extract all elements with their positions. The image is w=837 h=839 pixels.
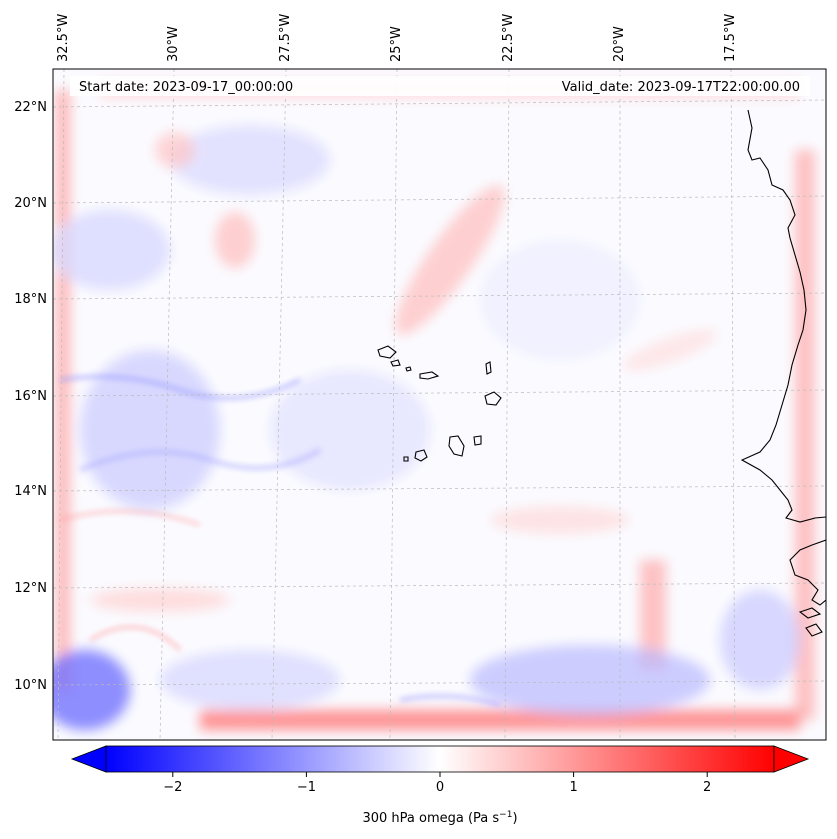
lat-label-12n: 12°N [14, 581, 47, 596]
island-sao-nicolau [419, 371, 440, 380]
start-date-label: Start date: 2023-09-17_00:00:00 [79, 80, 293, 95]
colorbar-tick-label: 1 [569, 780, 577, 795]
valid-date-label: Valid_date: 2023-09-17T22:00:00.00 [562, 80, 800, 95]
island-brava [403, 456, 409, 462]
island-sal [485, 361, 492, 375]
island-fogo [414, 449, 428, 462]
omega-field [53, 80, 815, 730]
island-santiago [448, 435, 465, 457]
lat-label-10n: 10°N [14, 678, 47, 693]
colorbar-label-main: 300 hPa omega (Pa s [362, 811, 499, 826]
lon-label-32-5w: 32.5°W [56, 14, 71, 62]
colorbar-tick-label: −2 [163, 780, 182, 795]
colorbar: −2 −1 0 1 2 300 hPa omega (Pa s−1) [70, 745, 810, 826]
colorbar-label-end: ) [512, 811, 517, 826]
omega-fine-structure [59, 374, 501, 707]
colorbar-label-exponent: −1 [499, 810, 512, 820]
lon-label-17-5w: 17.5°W [723, 14, 738, 62]
colorbar-label: 300 hPa omega (Pa s−1) [362, 810, 517, 826]
lon-label-30w: 30°W [166, 26, 181, 62]
lon-label-22-5w: 22.5°W [501, 14, 516, 62]
guinea-bissau-islands [798, 607, 823, 637]
colorbar-gradient [105, 745, 775, 773]
island-santa-luzia [405, 366, 412, 372]
island-maio [473, 435, 482, 446]
lat-label-14n: 14°N [14, 484, 47, 499]
map-area: Start date: 2023-09-17_00:00:00 Valid_da… [53, 69, 826, 740]
gridlines [53, 69, 826, 740]
island-boa-vista [484, 391, 502, 406]
lat-label-18n: 18°N [14, 292, 47, 307]
island-santo-antao [377, 345, 397, 359]
africa-coast [740, 109, 826, 523]
header-band [70, 76, 810, 96]
colorbar-max-extension [773, 745, 810, 773]
longitude-labels: 32.5°W 30°W 27.5°W 25°W 22.5°W 20°W 17.5… [56, 14, 738, 62]
lon-label-20w: 20°W [612, 26, 627, 62]
lon-label-25w: 25°W [389, 26, 404, 62]
coastline [377, 109, 826, 637]
colorbar-ticks: −2 −1 0 1 2 [163, 772, 711, 795]
lat-label-22n: 22°N [14, 100, 47, 115]
lat-label-20n: 20°N [14, 196, 47, 211]
colorbar-tick-label: 2 [703, 780, 711, 795]
map-frame [52, 68, 827, 741]
latitude-labels: 22°N 20°N 18°N 16°N 14°N 12°N 10°N [14, 100, 47, 693]
island-sao-vicente [390, 359, 401, 367]
senegal-gambia-coast [789, 539, 826, 606]
colorbar-tick-label: 0 [436, 780, 444, 795]
lat-label-16n: 16°N [14, 389, 47, 404]
colorbar-tick-label: −1 [297, 780, 316, 795]
colorbar-min-extension [70, 745, 107, 773]
lon-label-27-5w: 27.5°W [278, 14, 293, 62]
